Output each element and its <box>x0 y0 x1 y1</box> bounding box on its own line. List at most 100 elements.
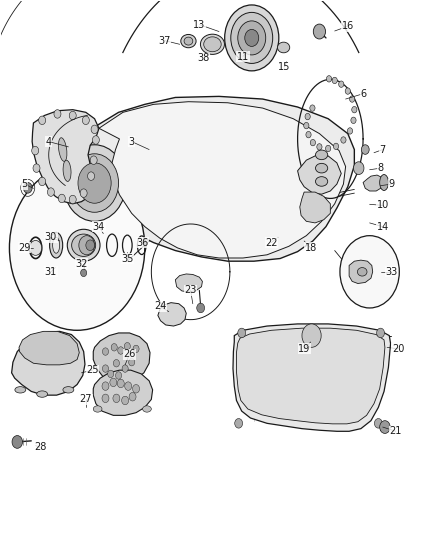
Text: 25: 25 <box>86 365 99 375</box>
Circle shape <box>91 125 98 134</box>
Text: 9: 9 <box>389 179 395 189</box>
Ellipse shape <box>53 237 60 253</box>
Text: 10: 10 <box>377 200 389 211</box>
Circle shape <box>78 163 111 203</box>
Circle shape <box>347 128 353 134</box>
Text: 21: 21 <box>390 426 402 437</box>
Circle shape <box>108 370 114 377</box>
Circle shape <box>110 378 117 386</box>
Polygon shape <box>12 332 85 395</box>
Text: 22: 22 <box>265 238 278 247</box>
Text: 7: 7 <box>380 144 386 155</box>
Circle shape <box>340 236 399 308</box>
Polygon shape <box>19 332 79 365</box>
Circle shape <box>332 77 337 84</box>
Circle shape <box>350 96 355 102</box>
Text: 18: 18 <box>304 243 317 253</box>
Text: 4: 4 <box>46 136 52 147</box>
Text: 24: 24 <box>154 301 166 311</box>
Circle shape <box>345 88 350 94</box>
Circle shape <box>238 21 266 55</box>
Circle shape <box>79 236 95 255</box>
Circle shape <box>69 111 76 120</box>
Circle shape <box>29 240 42 255</box>
Circle shape <box>374 418 382 428</box>
Circle shape <box>133 384 140 393</box>
Circle shape <box>33 164 40 172</box>
Polygon shape <box>158 303 186 326</box>
Ellipse shape <box>37 391 48 397</box>
Text: 6: 6 <box>360 88 366 99</box>
Circle shape <box>125 382 132 390</box>
Ellipse shape <box>15 386 26 393</box>
Circle shape <box>380 421 390 433</box>
Circle shape <box>90 156 97 165</box>
Ellipse shape <box>143 406 151 412</box>
Circle shape <box>197 303 205 313</box>
Ellipse shape <box>63 386 74 393</box>
Polygon shape <box>297 155 341 194</box>
Circle shape <box>116 372 122 379</box>
Circle shape <box>58 194 65 203</box>
Circle shape <box>88 172 95 180</box>
Circle shape <box>111 344 117 351</box>
Text: 5: 5 <box>21 179 28 189</box>
Text: 31: 31 <box>45 267 57 277</box>
Text: 19: 19 <box>298 344 310 354</box>
Circle shape <box>313 24 325 39</box>
Text: 29: 29 <box>18 243 31 253</box>
Circle shape <box>245 29 259 46</box>
Circle shape <box>339 81 344 87</box>
Polygon shape <box>32 110 99 204</box>
Circle shape <box>306 132 311 138</box>
Circle shape <box>113 394 120 402</box>
Text: 3: 3 <box>129 136 135 147</box>
Ellipse shape <box>380 174 389 190</box>
Circle shape <box>235 418 243 428</box>
Text: 15: 15 <box>278 62 291 72</box>
Polygon shape <box>175 274 202 292</box>
Circle shape <box>117 379 124 387</box>
Circle shape <box>47 188 54 196</box>
Text: 37: 37 <box>158 36 171 45</box>
Circle shape <box>32 147 39 155</box>
Text: 30: 30 <box>45 232 57 243</box>
Circle shape <box>81 269 87 277</box>
Circle shape <box>333 143 339 150</box>
Ellipse shape <box>63 160 71 181</box>
Polygon shape <box>349 260 373 284</box>
Text: 27: 27 <box>80 394 92 405</box>
Circle shape <box>113 360 120 367</box>
Circle shape <box>10 165 145 330</box>
Text: 34: 34 <box>93 222 105 232</box>
Circle shape <box>39 116 46 125</box>
Circle shape <box>353 162 364 174</box>
Circle shape <box>69 195 76 204</box>
Text: 13: 13 <box>193 20 205 30</box>
Text: 33: 33 <box>385 267 398 277</box>
Polygon shape <box>93 370 152 415</box>
Ellipse shape <box>204 37 221 52</box>
Circle shape <box>304 123 309 129</box>
Ellipse shape <box>315 176 328 186</box>
Circle shape <box>63 145 126 221</box>
Polygon shape <box>93 333 150 382</box>
Circle shape <box>92 136 99 144</box>
Circle shape <box>102 394 109 402</box>
Circle shape <box>129 392 136 401</box>
Ellipse shape <box>315 164 328 173</box>
Text: 36: 36 <box>137 238 149 247</box>
Circle shape <box>225 5 279 71</box>
Ellipse shape <box>201 34 224 54</box>
Text: 23: 23 <box>184 286 197 295</box>
Ellipse shape <box>278 42 290 53</box>
Text: 20: 20 <box>392 344 404 354</box>
Circle shape <box>351 117 356 124</box>
Circle shape <box>12 435 22 448</box>
Ellipse shape <box>184 37 193 45</box>
Circle shape <box>361 145 369 155</box>
Circle shape <box>122 365 128 372</box>
Text: 14: 14 <box>377 222 389 232</box>
Circle shape <box>102 348 109 356</box>
Circle shape <box>86 240 95 251</box>
